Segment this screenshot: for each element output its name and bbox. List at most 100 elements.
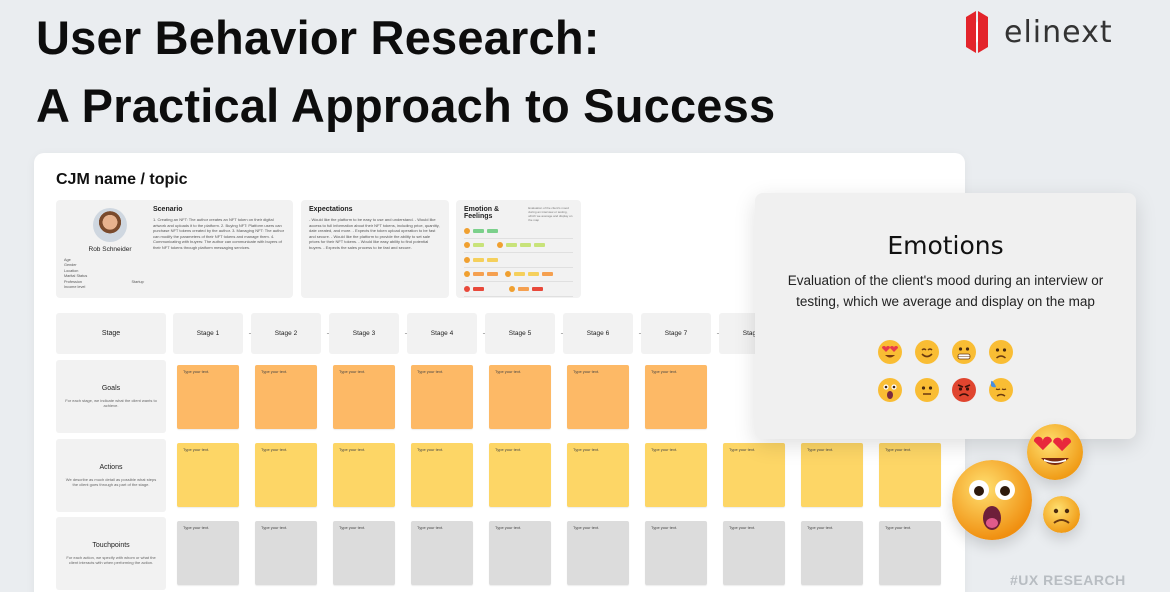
persona-row-key: Location: [64, 268, 79, 273]
goal-note[interactable]: Type your text.: [255, 365, 317, 429]
action-note[interactable]: Type your text.: [723, 443, 785, 507]
touchpoints-desc: For each action, we specify with whom or…: [66, 554, 156, 565]
stage-cell: Stage 2: [251, 313, 321, 354]
persona-row-key: Income level: [64, 285, 86, 290]
action-note[interactable]: Type your text.: [801, 443, 863, 507]
action-note[interactable]: Type your text.: [333, 443, 395, 507]
goals-row-label: Goals For each stage, we indicate what t…: [56, 360, 166, 433]
touchpoint-note[interactable]: Type your text.: [801, 521, 863, 585]
stage-cell: Stage 5: [485, 313, 555, 354]
expectations-title: Expectations: [309, 206, 353, 213]
scenario-text: 1. Creating an NFT: The author creates a…: [153, 217, 285, 250]
goal-note[interactable]: Type your text.: [645, 365, 707, 429]
action-note[interactable]: Type your text.: [177, 443, 239, 507]
emotion-feelings-title: Emotion & Feelings: [464, 206, 499, 220]
persona-row: Income level100k+: [64, 285, 156, 290]
persona-row-key: Age: [64, 258, 71, 262]
emotion-dot: [505, 271, 511, 278]
actions-row-label: Actions We describe as much detail as po…: [56, 439, 166, 512]
elinext-logo-icon: [966, 11, 988, 53]
touchpoint-note[interactable]: Type your text.: [645, 521, 707, 585]
emoji-grid: [871, 339, 1021, 403]
expectations-text: - Would like the platform to be easy to …: [309, 217, 440, 250]
action-note[interactable]: Type your text.: [879, 443, 941, 507]
emotion-dot: [497, 242, 503, 249]
touchpoint-note[interactable]: Type your text.: [177, 521, 239, 585]
emotion-dot: [509, 285, 515, 292]
emotion-dot: [464, 285, 470, 292]
emotion-row: [464, 268, 573, 282]
action-note[interactable]: Type your text.: [255, 443, 317, 507]
emotion-feelings-header: Emotion & Feelings Evaluation of the cli…: [464, 206, 573, 224]
goal-note[interactable]: Type your text.: [411, 365, 473, 429]
touchpoint-note[interactable]: Type your text.: [411, 521, 473, 585]
angry-emoji-icon: [951, 378, 976, 402]
goal-note[interactable]: Type your text.: [489, 365, 551, 429]
goal-note[interactable]: Type your text.: [177, 365, 239, 429]
emotion-row: [464, 253, 573, 268]
emotion-dot: [464, 242, 470, 249]
emotion-chip: [473, 257, 484, 262]
expectations-panel: Expectations - Would like the platform t…: [301, 200, 449, 298]
downcast-sweat-emoji-icon: [988, 378, 1013, 402]
emotion-chip: [473, 272, 484, 277]
astonished-emoji-icon: [952, 460, 1032, 540]
neutral-emoji-icon: [914, 378, 939, 402]
ux-research-tag: #UX RESEARCH: [1010, 572, 1126, 588]
actions-desc: We describe as much detail as possible w…: [65, 476, 157, 487]
action-note[interactable]: Type your text.: [645, 443, 707, 507]
action-note[interactable]: Type your text.: [489, 443, 551, 507]
emotion-dot: [464, 256, 470, 263]
action-note[interactable]: Type your text.: [567, 443, 629, 507]
goals-title: Goals: [101, 384, 121, 392]
worried-emoji-icon: [1043, 496, 1080, 533]
emotion-chip: [520, 243, 531, 248]
scenario-panel: Scenario 1. Creating an NFT: The author …: [145, 200, 293, 298]
emotion-chip: [532, 286, 543, 291]
hero-title-line1: User Behavior Research:: [36, 11, 600, 64]
goal-note[interactable]: Type your text.: [567, 365, 629, 429]
emotion-chip: [518, 286, 529, 291]
goal-note[interactable]: Type your text.: [333, 365, 395, 429]
emotion-chip: [542, 272, 553, 277]
persona-row-value: Startup Owner: [131, 279, 156, 284]
touchpoint-note[interactable]: Type your text.: [489, 521, 551, 585]
emotion-dot: [464, 227, 470, 234]
persona-row: Profession Startup Owner: [64, 280, 156, 285]
emotion-chip: [534, 243, 545, 248]
persona-details: Age27 GenderMale LocationZurich Marital …: [64, 258, 156, 290]
emotion-chip: [487, 228, 498, 233]
stage-row-label: Stage: [56, 313, 166, 354]
touchpoint-note[interactable]: Type your text.: [567, 521, 629, 585]
emotion-chip: [487, 272, 498, 277]
hero-title-line2: A Practical Approach to Success: [36, 79, 776, 132]
emotion-chip: [528, 272, 539, 277]
brand-logo: elinext: [962, 6, 1113, 58]
emotion-dot: [464, 271, 470, 278]
emotions-title: Emotions: [887, 231, 1004, 260]
smiling-emoji-icon: [914, 340, 939, 364]
emotion-row: [464, 282, 573, 297]
persona-name: Rob Schneider: [88, 246, 132, 253]
emotions-desc: Evaluation of the client's mood during a…: [787, 273, 1104, 309]
scenario-title: Scenario: [153, 206, 183, 213]
touchpoint-note[interactable]: Type your text.: [723, 521, 785, 585]
emotion-row: [464, 224, 573, 239]
touchpoint-note[interactable]: Type your text.: [255, 521, 317, 585]
emotions-card: Emotions Evaluation of the client's mood…: [755, 193, 1136, 439]
persona-panel: Rob Schneider Age27 GenderMale LocationZ…: [56, 200, 164, 298]
stage-cell: Stage 7: [641, 313, 711, 354]
touchpoint-note[interactable]: Type your text.: [333, 521, 395, 585]
stage-cell: Stage 4: [407, 313, 477, 354]
emotion-chip: [514, 272, 525, 277]
touchpoint-note[interactable]: Type your text.: [879, 521, 941, 585]
persona-row-key: Gender: [64, 263, 77, 268]
emotion-chip: [506, 243, 517, 248]
stage-cell: Stage 6: [563, 313, 633, 354]
heart-eyes-emoji-icon: [1027, 424, 1083, 480]
astonished-emoji-icon: [877, 378, 902, 402]
worried-emoji-icon: [988, 340, 1013, 364]
persona-row-key: Marital Status: [64, 274, 88, 279]
action-note[interactable]: Type your text.: [411, 443, 473, 507]
stage-cell: Stage 1: [173, 313, 243, 354]
